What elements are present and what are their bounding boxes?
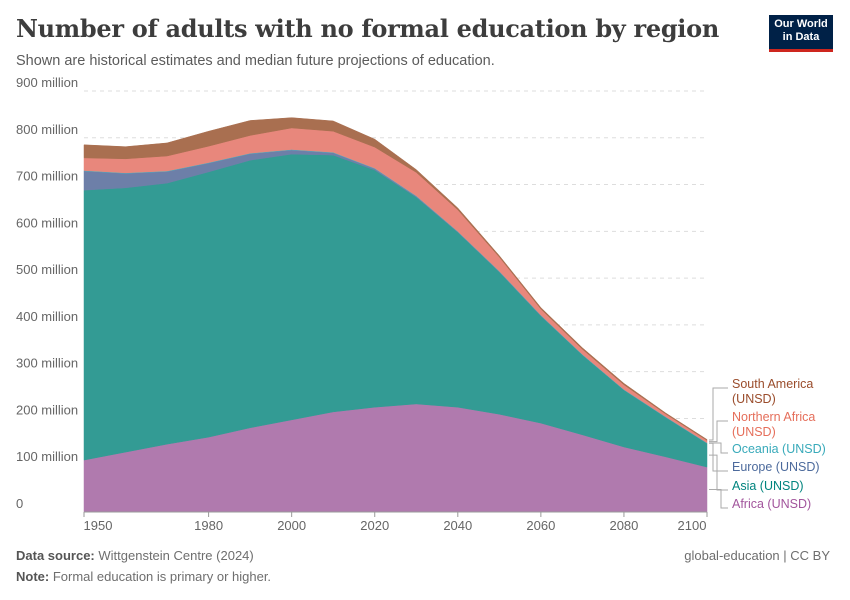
legend-label: Northern Africa <box>732 410 815 424</box>
y-tick-label: 700 million <box>16 169 78 184</box>
y-tick-label: 300 million <box>16 356 78 371</box>
owid-logo[interactable]: Our World in Data <box>769 15 833 52</box>
x-tick-label: 2100 <box>678 518 707 533</box>
legend-connector <box>709 442 728 454</box>
y-tick-label: 800 million <box>16 122 78 137</box>
x-tick-label: 1980 <box>194 518 223 533</box>
legend-label: Europe (UNSD) <box>732 460 820 474</box>
legend-connector <box>709 420 728 443</box>
source-link[interactable]: Wittgenstein Centre (2024) <box>98 548 254 563</box>
x-tick-label: 2020 <box>360 518 389 533</box>
license[interactable]: global-education | CC BY <box>684 548 830 563</box>
chart-note: Note: Formal education is primary or hig… <box>16 569 272 584</box>
chart-subtitle: Shown are historical estimates and media… <box>16 53 495 69</box>
x-tick-label: 2080 <box>609 518 638 533</box>
legend-label: Asia (UNSD) <box>732 479 804 493</box>
x-tick-label: 2060 <box>526 518 555 533</box>
legend-connector <box>709 442 728 472</box>
y-tick-label: 500 million <box>16 262 78 277</box>
y-tick-label: 400 million <box>16 309 78 324</box>
legend-label: (UNSD) <box>732 392 776 406</box>
legend-label: Oceania (UNSD) <box>732 442 826 456</box>
y-tick-label: 200 million <box>16 402 78 417</box>
legend-label: South America <box>732 377 813 391</box>
legend-connector <box>709 387 728 441</box>
legend-label: (UNSD) <box>732 425 776 439</box>
legend-connector <box>709 454 728 491</box>
legend-label: Africa (UNSD) <box>732 497 811 511</box>
area-south-america-unsd <box>83 117 708 441</box>
y-tick-label: 600 million <box>16 215 78 230</box>
y-tick-label: 0 <box>16 496 23 511</box>
y-tick-label: 900 million <box>16 75 78 90</box>
chart-title: Number of adults with no formal educatio… <box>16 14 719 43</box>
x-tick-label: 1950 <box>84 518 113 533</box>
y-tick-label: 100 million <box>16 449 78 464</box>
x-tick-label: 2040 <box>443 518 472 533</box>
data-source: Data source: Wittgenstein Centre (2024) <box>16 548 254 563</box>
legend-connector <box>709 489 728 509</box>
x-tick-label: 2000 <box>277 518 306 533</box>
